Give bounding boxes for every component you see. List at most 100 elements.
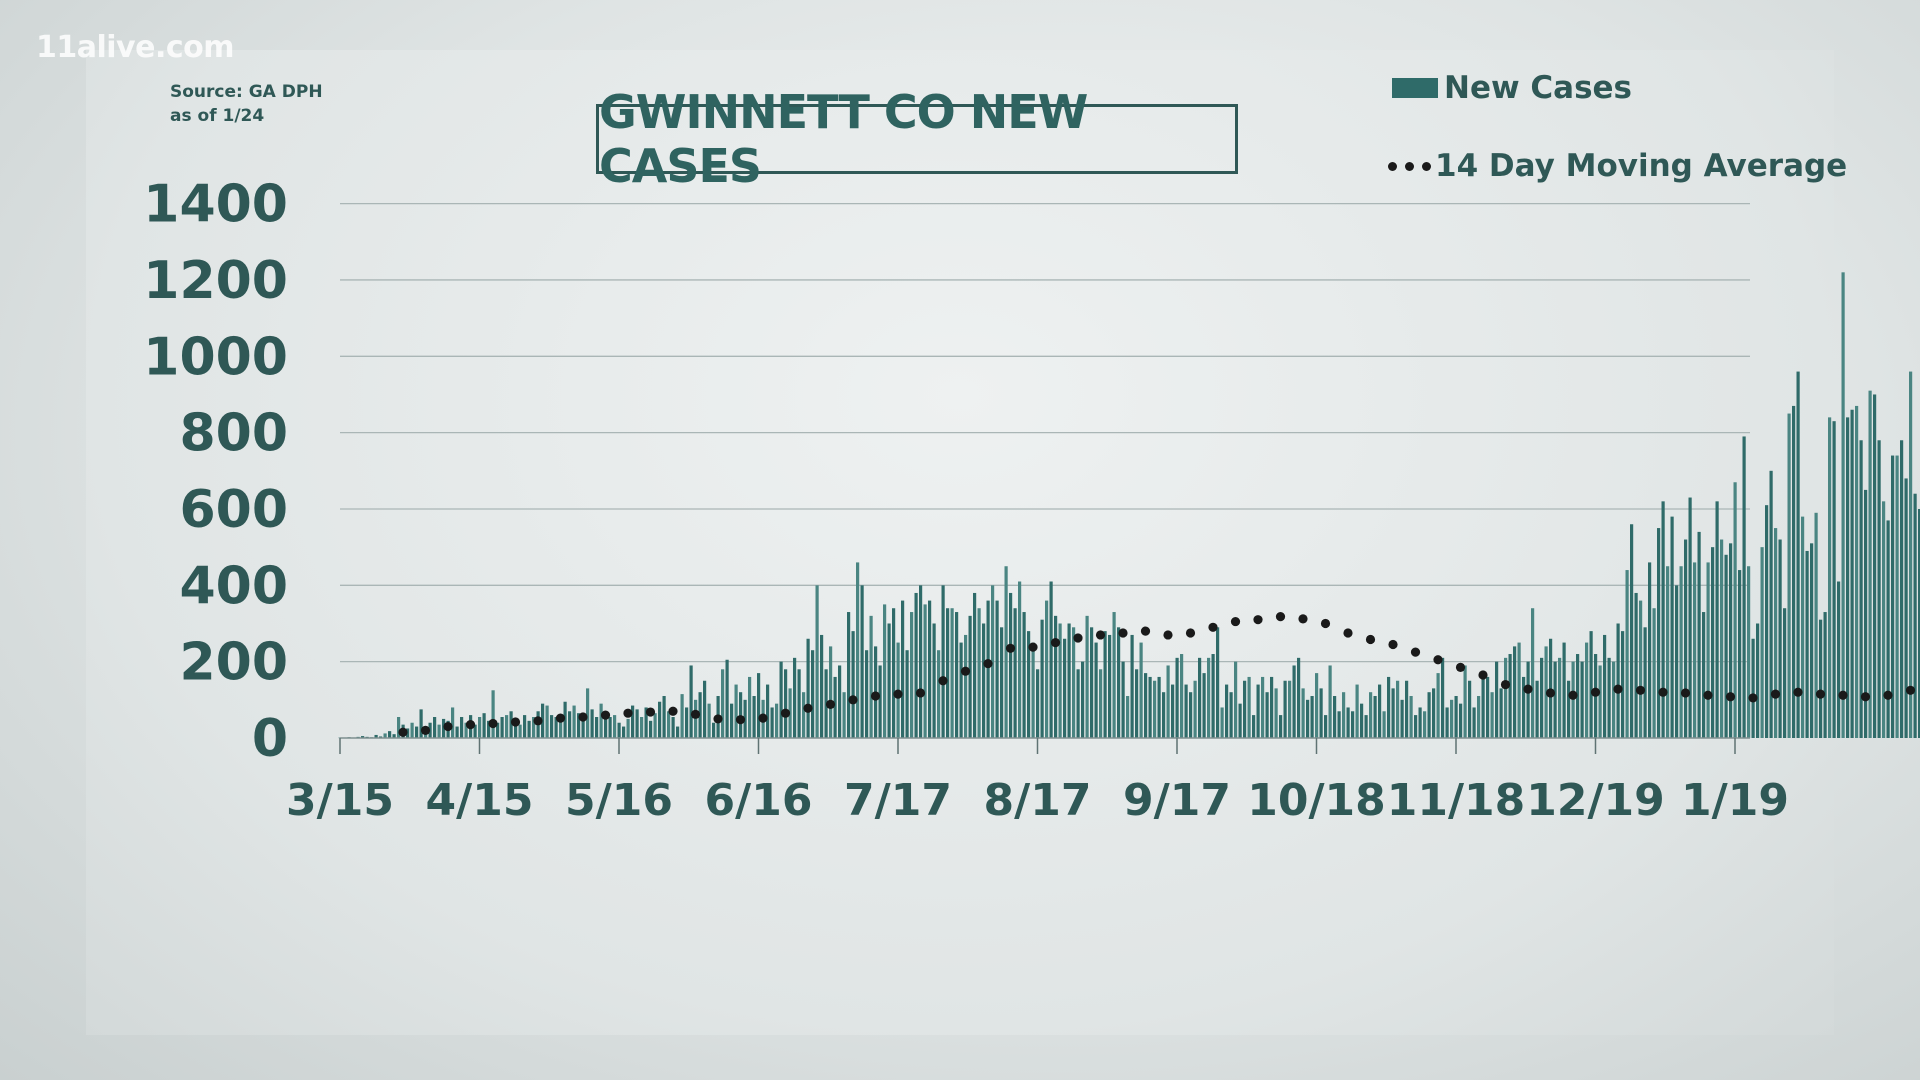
- bar: [509, 711, 513, 738]
- bar: [703, 680, 707, 738]
- bar: [820, 634, 824, 738]
- bar: [1553, 661, 1557, 738]
- x-tick-label: 7/17: [844, 775, 952, 826]
- bar: [941, 585, 945, 738]
- bar: [1837, 581, 1841, 738]
- bar: [1675, 585, 1679, 738]
- bar: [1774, 528, 1778, 738]
- bar: [1697, 531, 1701, 738]
- bar: [1454, 696, 1458, 738]
- bar: [1405, 680, 1409, 738]
- legend-item-moving-average: 14 Day Moving Average: [1388, 148, 1847, 184]
- moving-average-point: [1568, 690, 1578, 700]
- y-tick-label: 1000: [143, 327, 288, 387]
- bar: [406, 728, 410, 738]
- bar: [1175, 657, 1179, 738]
- moving-average-point: [1748, 693, 1758, 703]
- moving-average-point: [1770, 689, 1781, 699]
- bar: [1427, 692, 1431, 738]
- bar: [1297, 657, 1301, 738]
- bar: [1738, 570, 1742, 738]
- bar: [1166, 665, 1170, 738]
- bar: [1234, 661, 1238, 738]
- bar: [563, 701, 567, 738]
- bar: [748, 676, 752, 738]
- moving-average-point: [645, 707, 656, 717]
- x-tick-label: 8/17: [984, 775, 1092, 826]
- moving-average-point: [803, 703, 813, 713]
- bar: [1247, 676, 1251, 738]
- bar: [1913, 493, 1917, 738]
- bar: [1400, 699, 1404, 738]
- bar: [586, 688, 590, 738]
- legend-label-moving-average: 14 Day Moving Average: [1435, 148, 1848, 184]
- moving-average-point: [915, 688, 926, 698]
- bar: [1117, 627, 1121, 738]
- bar: [802, 692, 806, 738]
- moving-average-point: [983, 658, 993, 669]
- moving-average-point: [848, 695, 858, 705]
- bar: [910, 612, 914, 738]
- bar: [626, 718, 630, 738]
- bar: [1261, 676, 1265, 738]
- moving-average-point: [623, 708, 633, 718]
- moving-average-point: [1725, 692, 1736, 702]
- bar: [1517, 642, 1521, 738]
- bar: [464, 722, 468, 738]
- bar: [550, 715, 554, 738]
- bar: [1787, 413, 1791, 738]
- bar: [1270, 676, 1274, 738]
- moving-average-point: [1320, 618, 1331, 629]
- bar: [1103, 631, 1107, 738]
- moving-average-point: [1455, 662, 1466, 672]
- bar: [959, 642, 963, 738]
- bar: [1238, 703, 1242, 738]
- bar: [1193, 680, 1197, 738]
- bar: [1319, 688, 1323, 738]
- bar: [613, 715, 617, 738]
- bar: [712, 722, 716, 738]
- bar: [1360, 703, 1364, 738]
- bar: [622, 726, 626, 738]
- moving-average-point: [1478, 670, 1488, 680]
- bar: [410, 722, 414, 738]
- bar: [1373, 696, 1377, 738]
- moving-average-point: [1613, 684, 1623, 694]
- bar: [865, 650, 869, 738]
- bar: [883, 604, 887, 738]
- bar: [932, 623, 936, 738]
- bar: [775, 703, 779, 738]
- bar: [1445, 707, 1449, 738]
- bar: [793, 657, 797, 738]
- bar: [1589, 631, 1593, 738]
- bar: [1769, 470, 1773, 738]
- moving-average-point: [1658, 687, 1668, 697]
- moving-average-point: [668, 706, 678, 716]
- x-tick-label: 5/16: [565, 775, 673, 826]
- bar: [568, 711, 572, 738]
- bar: [1670, 516, 1674, 738]
- bar: [1508, 654, 1512, 738]
- bar: [667, 711, 671, 738]
- bar: [829, 646, 833, 738]
- bar: [671, 717, 675, 738]
- bar: [1364, 715, 1368, 738]
- bar: [1562, 642, 1566, 738]
- bar: [514, 718, 518, 738]
- bar: [415, 726, 419, 738]
- bar: [1382, 711, 1386, 738]
- bar: [1463, 665, 1467, 738]
- bar: [752, 696, 756, 738]
- bar: [1229, 692, 1233, 738]
- bar: [1621, 631, 1625, 738]
- bar: [1891, 455, 1895, 738]
- bar: [1855, 405, 1859, 738]
- bar: [1652, 608, 1656, 738]
- bar: [545, 705, 549, 738]
- bar: [1252, 715, 1256, 738]
- bar: [1882, 501, 1886, 738]
- y-tick-label: 600: [179, 480, 288, 540]
- bar: [518, 724, 522, 738]
- bar: [1126, 696, 1130, 738]
- bar: [1279, 715, 1283, 738]
